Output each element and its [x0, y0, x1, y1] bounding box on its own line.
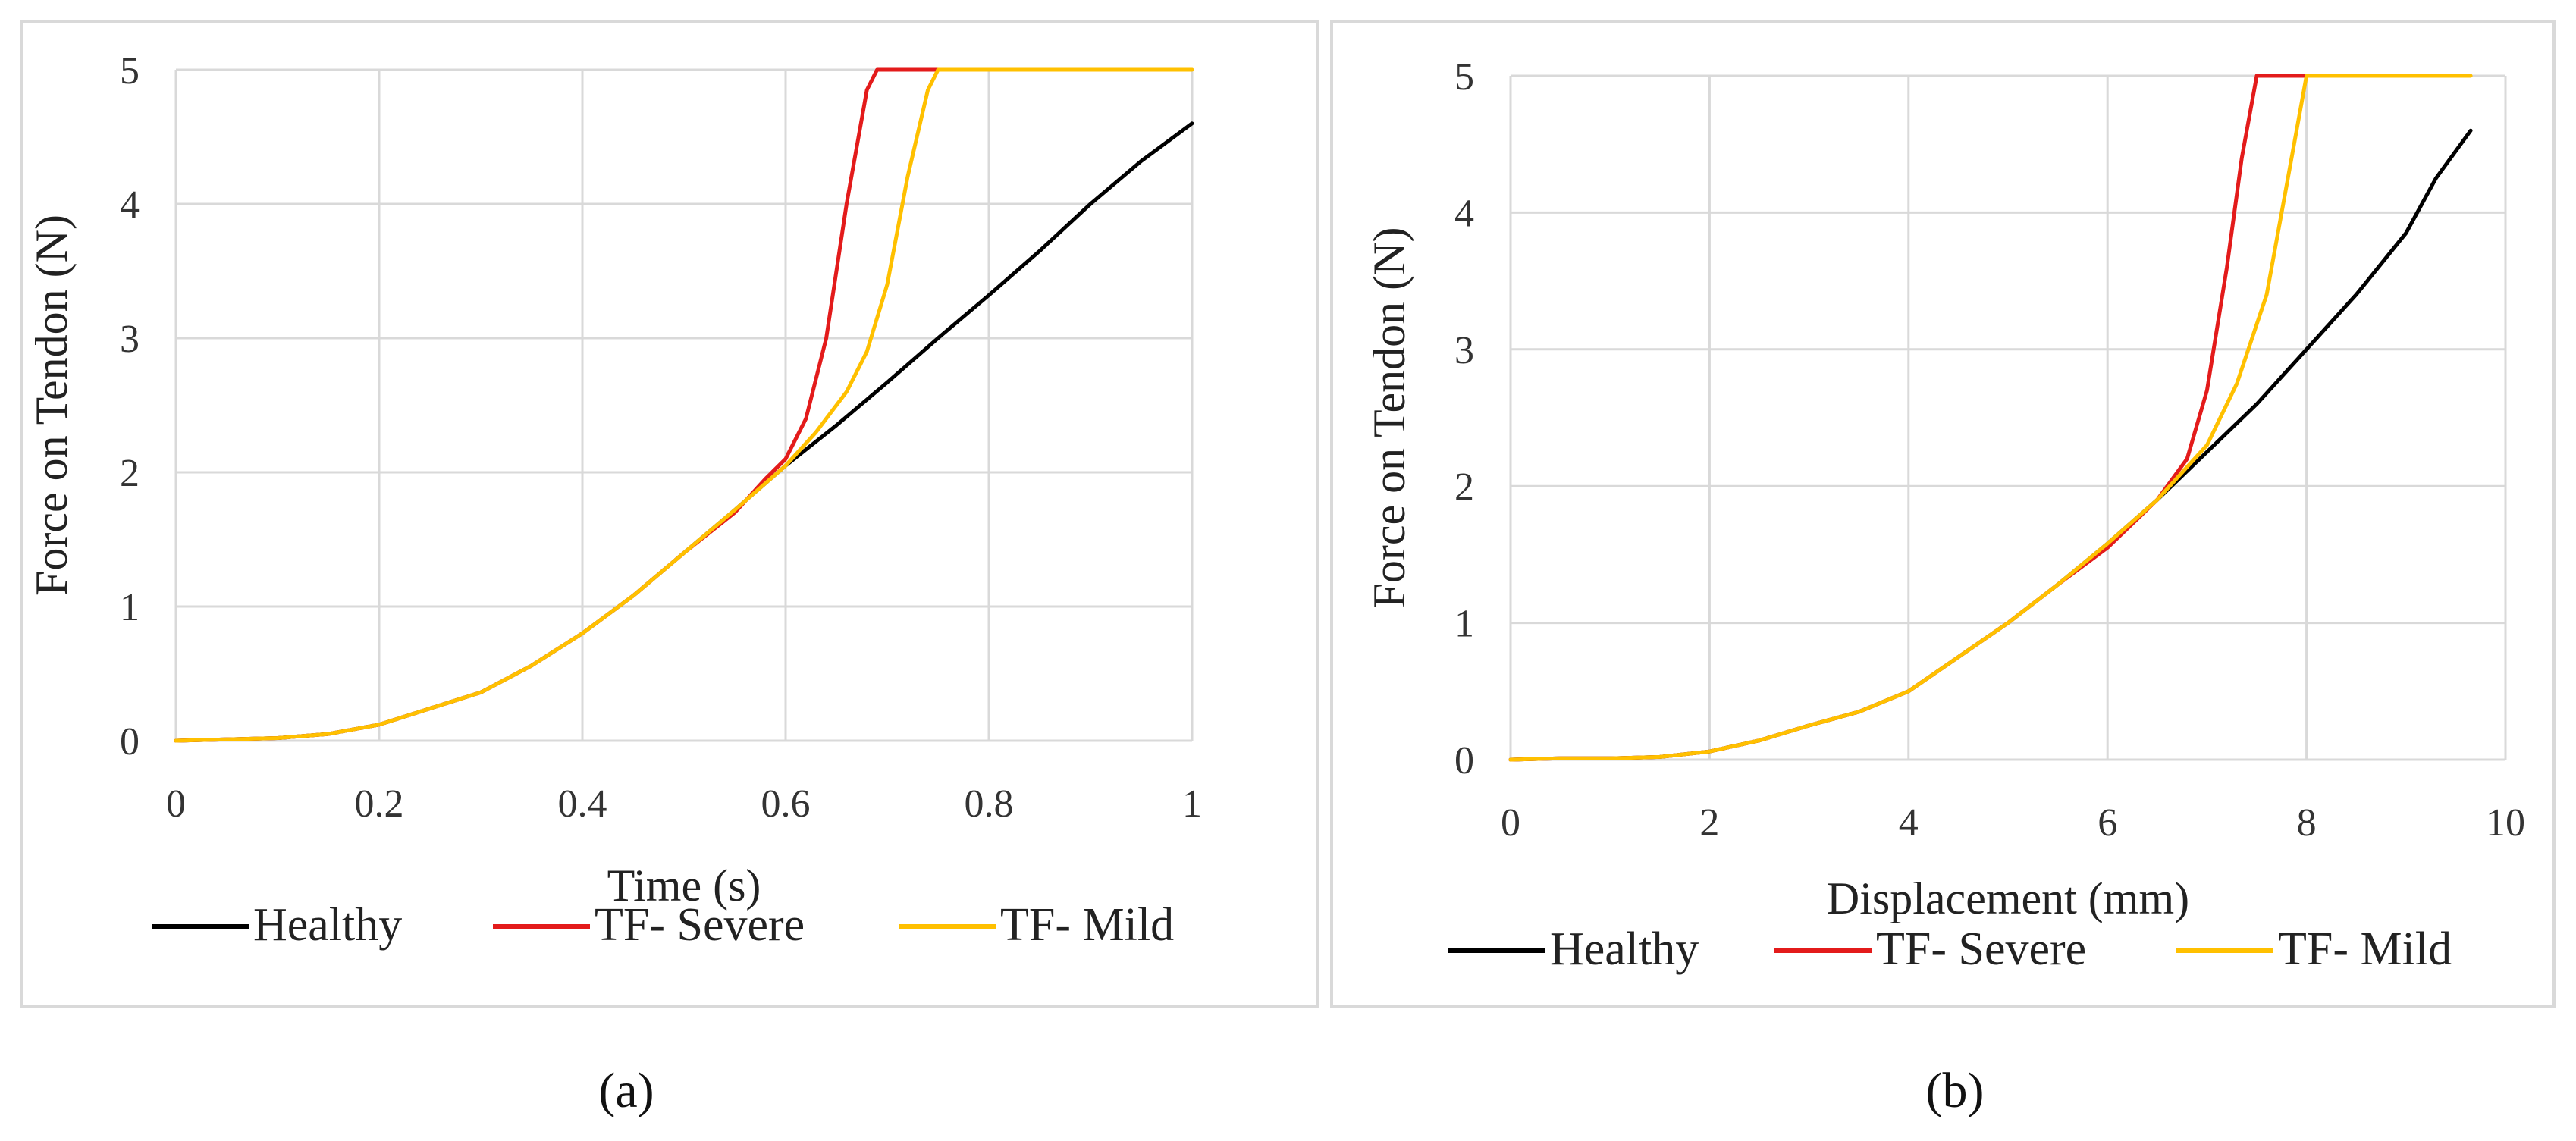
panel-b-legend-label-healthy: Healthy: [1550, 923, 1699, 975]
panel-a-ytick-label-1: 1: [120, 586, 140, 629]
panel-a-series-tf-mild: [174, 67, 1194, 743]
panel-b-ylabel: Force on Tendon (N): [1364, 227, 1414, 609]
panel-a-xtick-label-1: 0.2: [355, 782, 404, 826]
panel-b-xtick-label-2: 4: [1899, 801, 1919, 845]
panel-a-legend-label-tf-mild: TF- Mild: [1000, 899, 1174, 951]
panel-a-xtick-label-5: 1: [1182, 782, 1202, 826]
panel-a-ytick-label-0: 0: [120, 720, 140, 763]
panel-b-frame: [1330, 20, 2556, 1008]
panel-a-xlabel: Time (s): [607, 860, 761, 911]
chart-panel-a: 0 1 2 3 4 5 0 0.2 0.4 0.6 0.8 1 Force on Tendon (N) T…: [27, 49, 1202, 951]
panel-b-xtick-label-1: 2: [1699, 801, 1719, 845]
panel-b-ytick-label-0: 0: [1454, 739, 1474, 782]
panel-a-xtick-label-3: 0.6: [761, 782, 811, 826]
panel-a-ytick-label-3: 3: [120, 318, 140, 361]
panel-b-ytick-label-4: 4: [1454, 192, 1474, 235]
panel-b-ytick-label-5: 5: [1454, 55, 1474, 99]
panel-b-xtick-label-5: 10: [2486, 801, 2525, 845]
panel-b-legend-label-tf-severe: TF- Severe: [1876, 923, 2086, 975]
panel-a-xtick-label-4: 0.8: [965, 782, 1014, 826]
panel-a-legend-label-healthy: Healthy: [253, 899, 402, 951]
chart-panel-b: 0 1 2 3 4 5 0 2 4 6 8 10 Force on Tendon (N) Displace…: [1364, 55, 2525, 975]
panel-b-ytick-label-2: 2: [1454, 465, 1474, 509]
panel-b-legend-label-tf-mild: TF- Mild: [2278, 923, 2452, 975]
caption-a: (a): [598, 1063, 654, 1118]
panel-a-ylabel: Force on Tendon (N): [27, 215, 77, 596]
panel-b-xtick-label-3: 6: [2098, 801, 2117, 845]
panel-a-ytick-label-2: 2: [120, 452, 140, 495]
panel-b-ytick-label-3: 3: [1454, 329, 1474, 372]
caption-b: (b): [1926, 1063, 1985, 1118]
panel-b-xtick-label-0: 0: [1501, 801, 1520, 845]
panel-a-ytick-label-4: 4: [120, 183, 140, 227]
panel-b-xtick-label-4: 8: [2297, 801, 2317, 845]
panel-b-xlabel: Displacement (mm): [1827, 873, 2189, 923]
panel-a-xtick-label-2: 0.4: [558, 782, 607, 826]
panel-b-series-tf-mild: [1508, 74, 2473, 762]
panel-a-ytick-label-5: 5: [120, 49, 140, 92]
panel-b-ytick-label-1: 1: [1454, 603, 1474, 646]
panel-a-legend-label-tf-severe: TF- Severe: [595, 899, 805, 951]
panel-a-xtick-label-0: 0: [166, 782, 186, 826]
panel-a-frame: [20, 20, 1319, 1008]
